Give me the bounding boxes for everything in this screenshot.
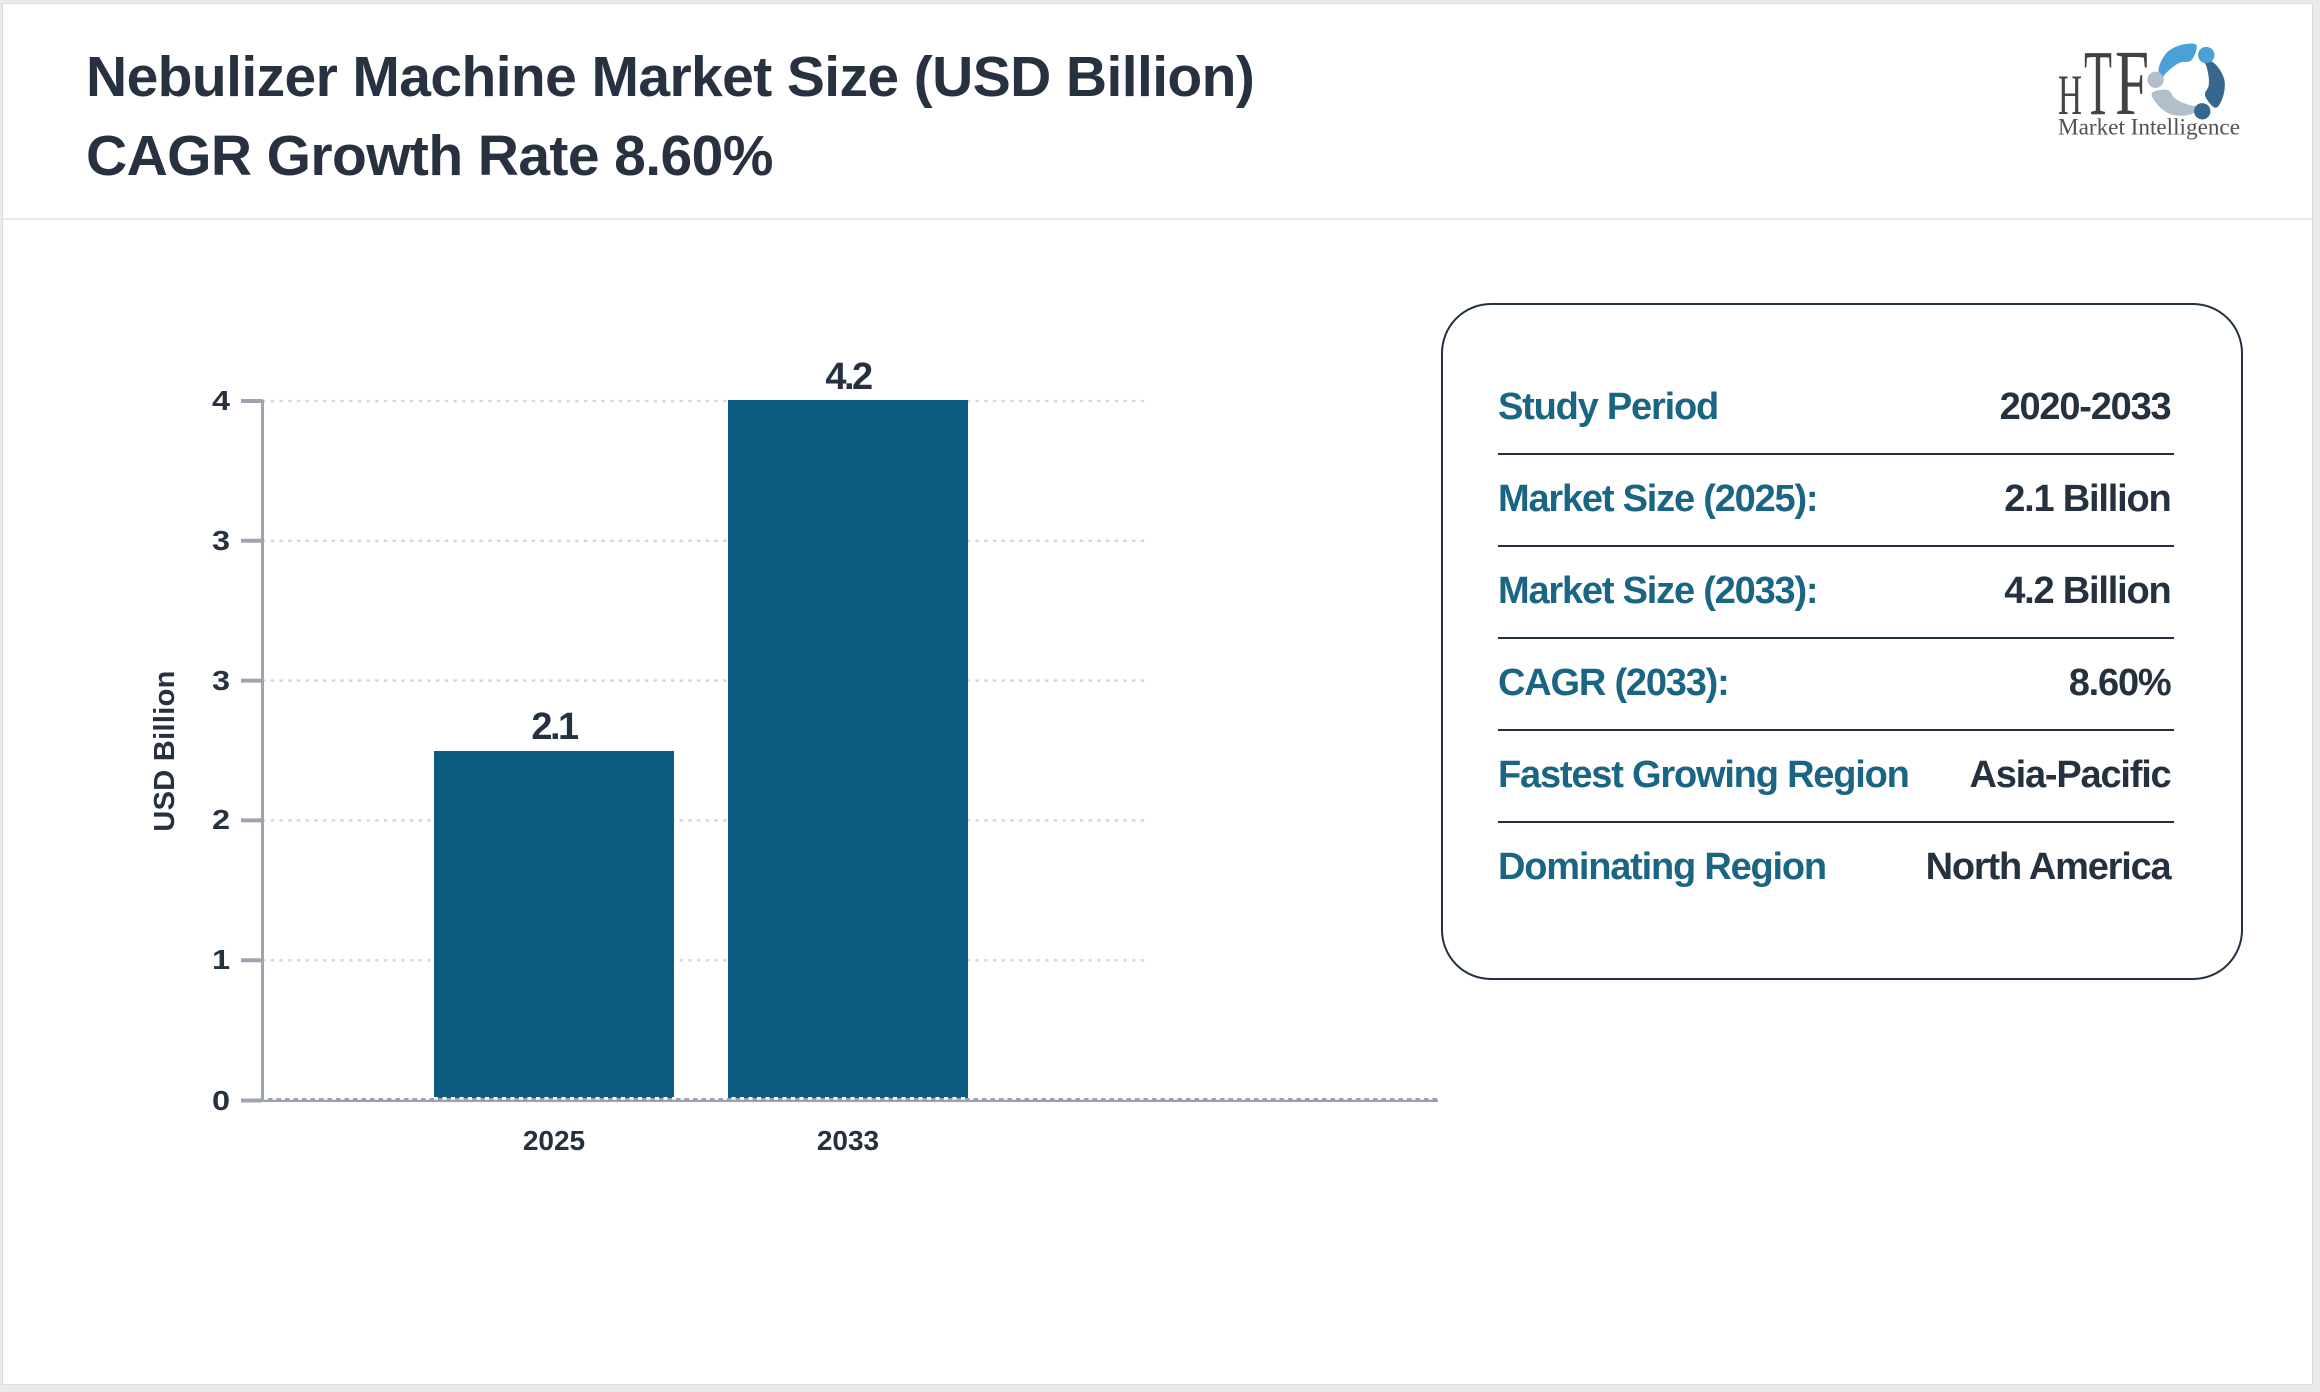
svg-text:Market Intelligence: Market Intelligence (2058, 115, 2240, 140)
svg-text:H: H (2058, 64, 2082, 127)
svg-text:F: F (2115, 34, 2149, 135)
svg-text:T: T (2084, 34, 2112, 135)
